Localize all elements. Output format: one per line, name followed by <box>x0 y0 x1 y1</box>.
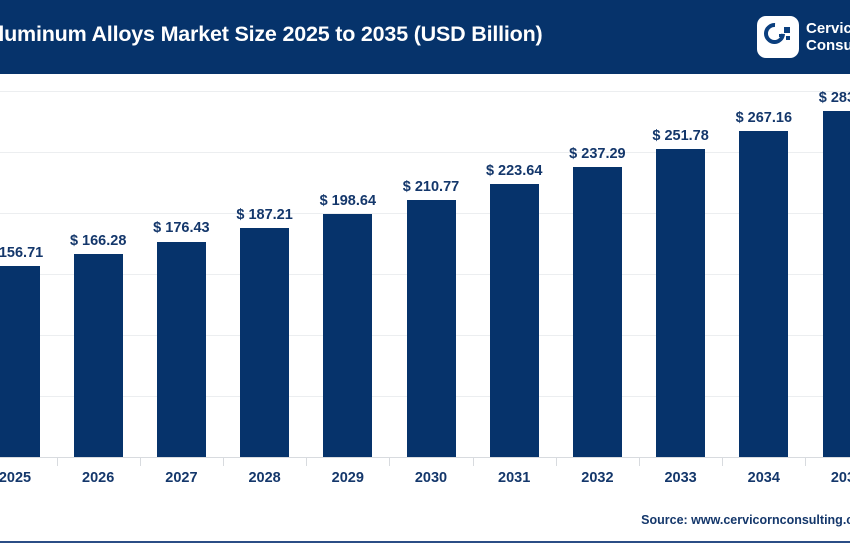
bar-2034[interactable] <box>739 130 789 457</box>
x-axis-tick <box>639 457 640 466</box>
bar-2033[interactable] <box>656 149 706 457</box>
bar-value-label-2032: $ 237.29 <box>569 146 626 163</box>
x-axis-tick <box>140 457 141 466</box>
x-axis-line <box>0 457 850 458</box>
bar-2032[interactable] <box>572 167 622 457</box>
bar-2028[interactable] <box>240 228 290 457</box>
x-axis-tick <box>223 457 224 466</box>
x-axis-label-2025: 2025 <box>0 470 32 486</box>
bar-value-label-2028: $ 187.21 <box>236 207 293 224</box>
bar-2027[interactable] <box>156 241 206 457</box>
bar-value-label-2031: $ 223.64 <box>485 162 543 179</box>
bar-value-label-2035: $ 283.48 <box>818 89 850 106</box>
page-title: Aluminum Alloys Market Size 2025 to 2035… <box>0 22 543 46</box>
x-axis-tick <box>306 457 307 466</box>
bar-2035[interactable] <box>822 110 850 457</box>
bar-2031[interactable] <box>489 183 539 457</box>
x-axis-label-2033: 2033 <box>664 470 697 486</box>
bar-value-label-2034: $ 267.16 <box>735 109 793 126</box>
x-axis-tick <box>389 457 390 466</box>
bar-value-label-2030: $ 210.77 <box>402 178 460 195</box>
bar-value-label-2033: $ 251.78 <box>652 128 709 145</box>
x-axis-tick <box>473 457 474 466</box>
x-axis-label-2035: 2035 <box>830 470 850 486</box>
gridline <box>0 90 850 92</box>
x-axis-label-2029: 2029 <box>331 470 364 486</box>
x-axis-label-2026: 2026 <box>82 470 115 486</box>
x-axis-label-2034: 2034 <box>747 470 780 486</box>
brand-name: Cervicorn Consulting <box>806 20 850 54</box>
brand-name-line2: Consulting <box>806 37 850 54</box>
x-axis-tick <box>722 457 723 466</box>
bottom-rule <box>0 541 850 543</box>
bar-value-label-2027: $ 176.43 <box>153 220 210 237</box>
cervicorn-c-logo-icon <box>757 16 799 58</box>
x-axis-tick <box>805 457 806 466</box>
brand-logo: Cervicorn Consulting <box>757 13 850 61</box>
x-axis-label-2032: 2032 <box>581 470 614 486</box>
brand-name-line1: Cervicorn <box>806 20 850 37</box>
bar-2026[interactable] <box>73 253 123 457</box>
bar-2030[interactable] <box>406 199 456 457</box>
source-note: Source: www.cervicornconsulting.com <box>641 513 850 527</box>
gridline <box>0 151 850 153</box>
bar-value-label-2025: $ 156.71 <box>0 244 44 261</box>
bar-2025[interactable] <box>0 265 40 457</box>
x-axis-label-2027: 2027 <box>165 470 198 486</box>
x-axis-tick <box>57 457 58 466</box>
chart-header-band: Aluminum Alloys Market Size 2025 to 2035… <box>0 0 850 74</box>
bar-value-label-2029: $ 198.64 <box>319 193 377 210</box>
bar-value-label-2026: $ 166.28 <box>69 232 127 249</box>
x-axis-label-2030: 2030 <box>414 470 448 486</box>
x-axis-label-2031: 2031 <box>498 470 531 486</box>
x-axis-tick <box>556 457 557 466</box>
bar-2029[interactable] <box>323 214 373 457</box>
x-axis-label-2028: 2028 <box>248 470 281 486</box>
